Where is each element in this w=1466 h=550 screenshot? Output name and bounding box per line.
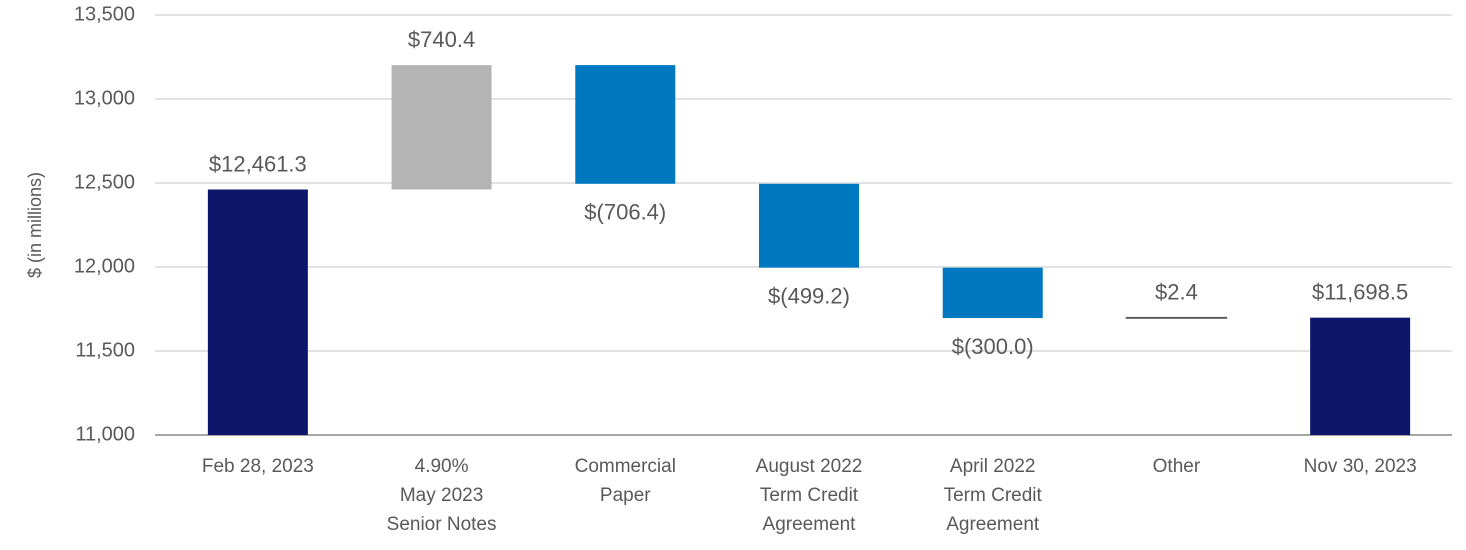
value-label: $(499.2) [768,283,850,308]
value-label: $(706.4) [584,200,666,225]
x-tick-label: Feb 28, 2023 [202,456,314,477]
y-tick-label: 13,500 [74,3,135,25]
y-tick-label: 11,500 [75,339,135,361]
x-tick-label: April 2022 [950,456,1036,477]
value-label: $12,461.3 [209,151,307,176]
x-tick-label: Term Credit [944,485,1043,506]
bar [942,267,1043,319]
y-tick-label: 13,000 [74,87,135,109]
bar [391,65,492,190]
x-tick-label: Other [1153,456,1201,477]
value-label: $2.4 [1155,279,1198,304]
bar [207,189,308,435]
y-tick-label: 12,000 [74,255,135,277]
value-label: $11,698.5 [1312,279,1408,304]
x-tick-label: Senior Notes [387,514,497,535]
value-label: $740.4 [408,27,475,52]
x-tick-label: Agreement [763,514,857,535]
x-tick-label: May 2023 [400,485,483,506]
y-tick-label: 11,000 [75,423,135,445]
y-axis-label: $ (in millions) [25,172,45,278]
x-tick-label: August 2022 [756,456,863,477]
bar [575,65,676,184]
x-tick-label: Nov 30, 2023 [1304,456,1417,477]
bar [1310,317,1411,435]
value-label: $(300.0) [952,334,1034,359]
x-tick-label: Term Credit [760,485,859,506]
x-tick-label: Commercial [575,456,676,477]
y-tick-label: 12,500 [74,171,135,193]
bar [759,183,859,268]
x-tick-label: Agreement [946,514,1040,535]
x-tick-label: Paper [600,485,651,506]
x-tick-label: 4.90% [415,456,469,477]
